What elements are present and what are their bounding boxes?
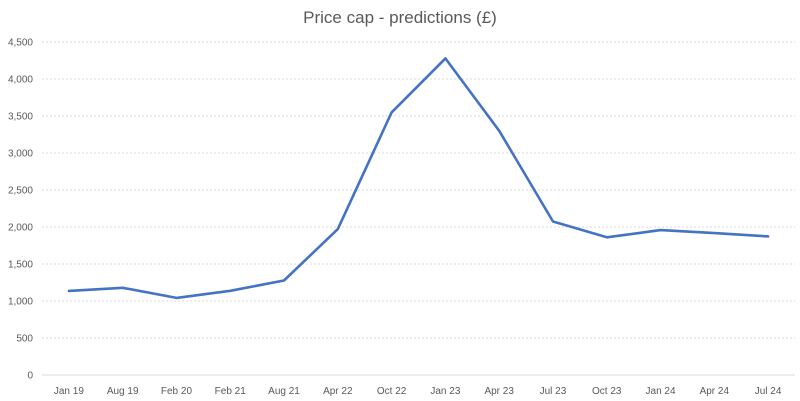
x-tick-label: Apr 23: [484, 386, 514, 397]
chart-title: Price cap - predictions (£): [303, 8, 497, 27]
y-tick-label: 4,000: [8, 75, 33, 86]
x-axis-tick-labels: Jan 19 Aug 19 Feb 20 Feb 21 Aug 21 Apr 22 Oct …: [54, 386, 782, 397]
y-tick-label: 3,500: [8, 112, 33, 123]
y-tick-label: 500: [16, 334, 33, 345]
x-tick-label: Feb 21: [215, 386, 247, 397]
y-tick-label: 2,500: [8, 186, 33, 197]
y-tick-label: 0: [27, 371, 33, 382]
y-tick-label: 4,500: [8, 38, 33, 49]
x-tick-label: Jul 24: [755, 386, 782, 397]
x-tick-label: Feb 20: [161, 386, 193, 397]
y-tick-label: 1,000: [8, 297, 33, 308]
y-axis-tick-labels: 0 500 1,000 1,500 2,000 2,500 3,000 3,500 4,000 4…: [8, 38, 33, 382]
series-lines: [67, 57, 770, 300]
x-tick-label: Oct 23: [592, 386, 622, 397]
series-line: [67, 57, 770, 300]
x-tick-label: Apr 24: [700, 386, 730, 397]
x-tick-label: Jan 23: [430, 386, 460, 397]
y-tick-label: 1,500: [8, 260, 33, 271]
x-tick-label: Aug 21: [268, 386, 300, 397]
x-tick-label: Aug 19: [107, 386, 139, 397]
gridlines: [42, 41, 795, 376]
x-tick-label: Apr 22: [323, 386, 353, 397]
x-tick-label: Jan 24: [646, 386, 676, 397]
x-tick-label: Oct 22: [377, 386, 407, 397]
y-tick-label: 3,000: [8, 149, 33, 160]
x-tick-label: Jan 19: [54, 386, 84, 397]
y-tick-label: 2,000: [8, 223, 33, 234]
x-tick-label: Jul 23: [540, 386, 567, 397]
